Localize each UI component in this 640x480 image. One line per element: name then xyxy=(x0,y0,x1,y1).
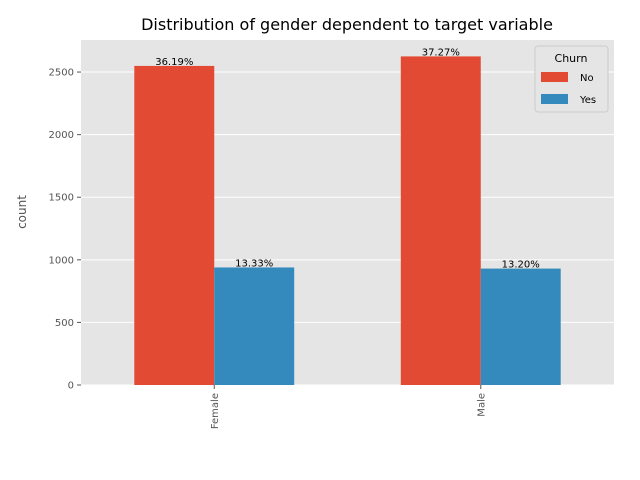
legend-label-yes: Yes xyxy=(579,95,596,106)
chart-title: Distribution of gender dependent to targ… xyxy=(141,15,553,34)
y-tick-label: 0 xyxy=(68,381,74,392)
bar-yes-female xyxy=(214,267,295,385)
bar-labels: 36.19% 13.33% 37.27% 13.20% xyxy=(155,47,540,270)
bar-percentage-label: 13.20% xyxy=(502,260,540,271)
bar-percentage-label: 13.33% xyxy=(235,258,273,269)
x-ticks: Female Male xyxy=(210,385,487,429)
y-tick-label: 2000 xyxy=(49,130,74,141)
y-tick-label: 500 xyxy=(55,318,74,329)
legend-swatch-yes xyxy=(541,94,568,104)
legend: Churn No Yes xyxy=(534,45,609,113)
legend-label-no: No xyxy=(580,73,594,84)
bar-yes-male xyxy=(480,268,561,385)
bars xyxy=(134,56,561,386)
legend-swatch-no xyxy=(541,72,568,82)
y-axis-label: count xyxy=(15,195,29,229)
y-tick-label: 1000 xyxy=(49,255,74,266)
bar-no-female xyxy=(134,65,215,386)
x-tick-label: Female xyxy=(210,393,221,429)
y-tick-label: 1500 xyxy=(49,193,74,204)
bar-percentage-label: 36.19% xyxy=(155,57,193,68)
legend-title: Churn xyxy=(555,52,588,65)
y-tick-label: 2500 xyxy=(49,68,74,79)
bar-percentage-label: 37.27% xyxy=(422,47,460,58)
legend-items: No Yes xyxy=(541,72,596,106)
x-tick-label: Male xyxy=(476,393,487,417)
bar-no-male xyxy=(400,56,481,385)
y-ticks: 0 500 1000 1500 2000 2500 xyxy=(49,68,81,392)
